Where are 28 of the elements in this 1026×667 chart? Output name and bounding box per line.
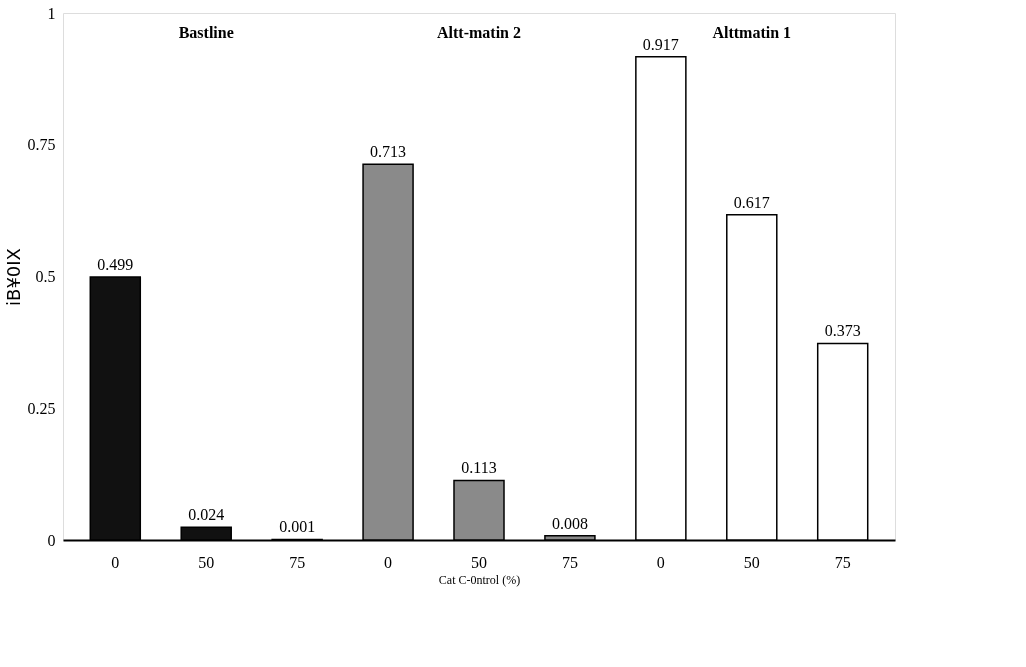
- annotation: Altt-matin 2: [437, 24, 521, 41]
- data-label: 0.713: [370, 143, 407, 161]
- x-tick-label: 0: [384, 553, 393, 571]
- data-label: 0.499: [97, 256, 134, 274]
- x-tick-label: 75: [289, 553, 306, 571]
- y-tick-label: 0.5: [35, 268, 56, 285]
- y-tick-label: 0.25: [27, 399, 56, 417]
- data-label: 0.024: [188, 506, 225, 524]
- data-label: 0.373: [824, 322, 861, 340]
- annotation: Bastline: [178, 24, 234, 41]
- y-tick-label: 0.75: [27, 136, 56, 154]
- x-tick-label: 0: [111, 553, 120, 571]
- data-label: 0.917: [642, 35, 679, 53]
- x-tick-label: 75: [561, 553, 578, 571]
- x-axis-title: Cat C-0ntrol (%): [438, 572, 521, 587]
- data-label: 0.008: [551, 514, 588, 532]
- x-tick-label: 50: [743, 553, 760, 571]
- data-label: 0.113: [461, 459, 497, 477]
- x-tick-label: 0: [656, 553, 665, 571]
- y-axis-title: iB¥0IX: [2, 248, 24, 306]
- data-label: 0.617: [733, 193, 770, 211]
- x-tick-label: 50: [198, 553, 215, 571]
- annotation: Alttmatin 1: [712, 24, 792, 41]
- data-label: 0.001: [279, 518, 316, 536]
- y-tick-label: 1: [47, 4, 56, 22]
- x-tick-label: 75: [834, 553, 851, 571]
- x-tick-label: 50: [471, 553, 487, 571]
- y-tick-label: 0: [47, 531, 56, 549]
